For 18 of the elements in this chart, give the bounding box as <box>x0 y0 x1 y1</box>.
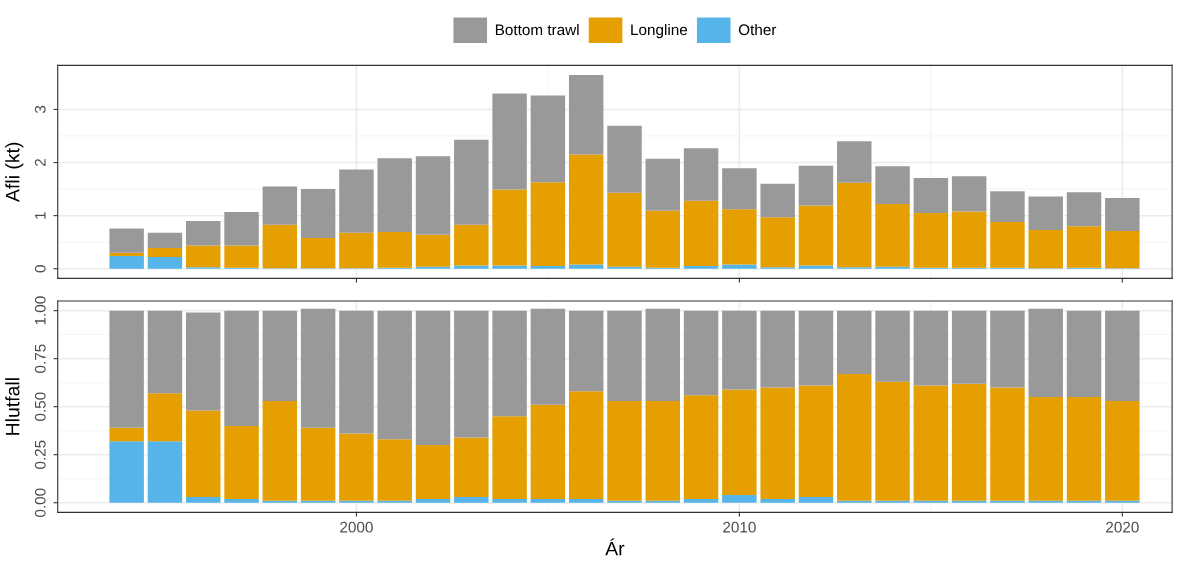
legend-label: Longline <box>631 23 688 39</box>
x-tick-label: 2020 <box>1106 521 1139 533</box>
y-tick-label: 0 <box>34 265 46 273</box>
y-tick-label: 0.75 <box>34 344 46 373</box>
y-tick-label: 2 <box>34 159 46 166</box>
y-tick-label: 3 <box>34 105 46 114</box>
y-tick-label: 1 <box>35 212 46 219</box>
y-axis-title: Afli (kt) <box>5 142 24 203</box>
legend-label: Bottom trawl <box>495 23 579 36</box>
x-axis-title: Ár <box>605 538 625 556</box>
y-tick-label: 0.50 <box>34 392 46 421</box>
y-tick-label: 1.00 <box>34 296 46 325</box>
y-tick-label: 0.25 <box>34 440 46 469</box>
x-tick-label: 2010 <box>723 521 756 533</box>
y-axis-title: Hlutfall <box>5 378 20 435</box>
x-tick-label: 2000 <box>340 521 373 533</box>
legend-label: Other <box>738 23 777 36</box>
y-tick-label: 0.00 <box>34 488 46 517</box>
